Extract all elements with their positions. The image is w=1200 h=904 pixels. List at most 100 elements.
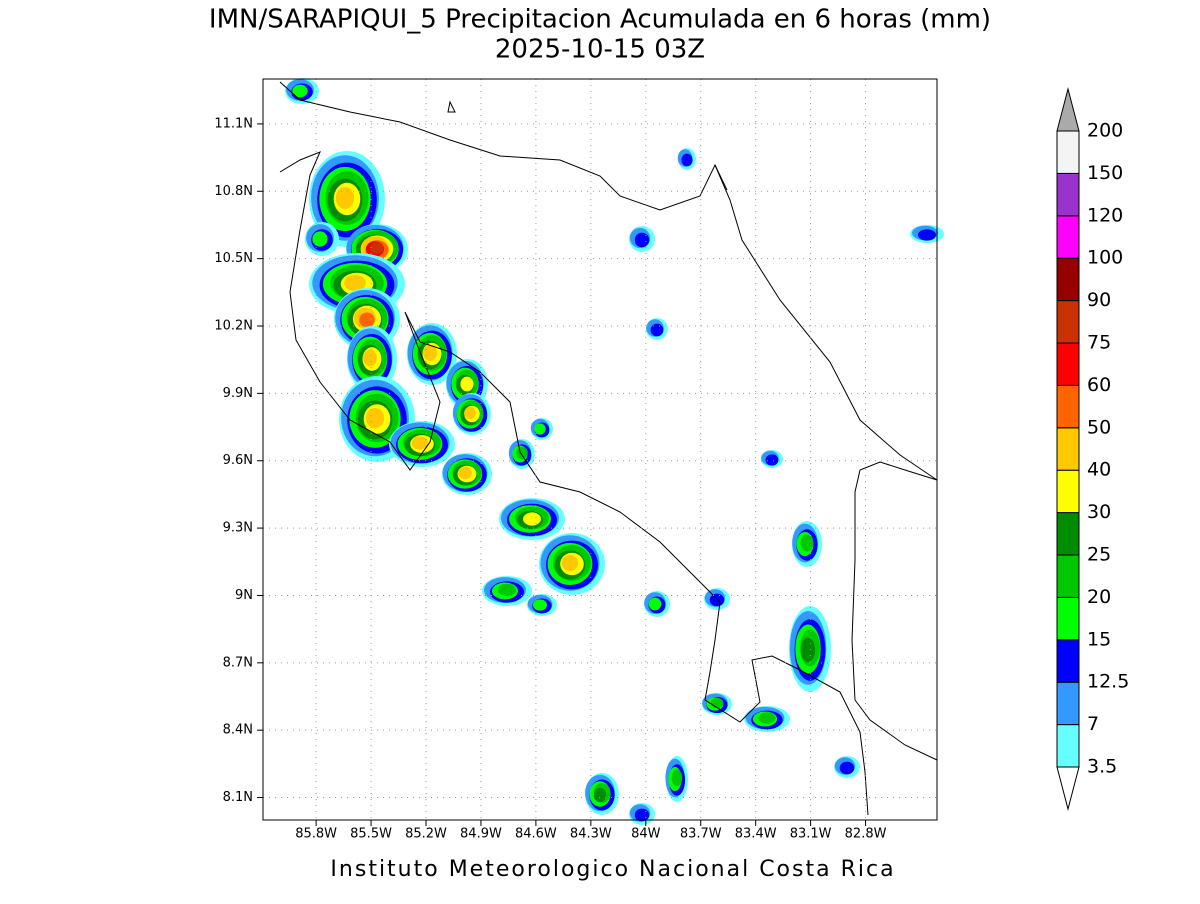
colorbar-segment — [1056, 596, 1080, 641]
rain-contour — [365, 407, 385, 429]
rain-contour — [312, 231, 328, 247]
colorbar-triangle — [1056, 87, 1080, 132]
rain-contour — [292, 84, 308, 98]
y-tick-label: 10.2N — [214, 319, 253, 334]
rain-contour — [765, 454, 779, 466]
coastline — [714, 164, 938, 481]
colorbar-label: 90 — [1087, 289, 1111, 311]
rain-contour — [918, 229, 936, 241]
x-tick-label: 84.9W — [460, 827, 502, 842]
map-frame — [262, 78, 938, 821]
colorbar-label: 3.5 — [1087, 756, 1117, 778]
x-tick-label: 84.3W — [570, 827, 612, 842]
colorbar-label: 40 — [1087, 459, 1111, 481]
x-tick-label: 84W — [631, 827, 661, 842]
y-tick-label: 10.8N — [214, 184, 253, 199]
rain-contour — [650, 323, 664, 337]
colorbar-label: 7 — [1087, 713, 1099, 735]
colorbar-triangle — [1056, 766, 1080, 811]
y-tick-label: 8.7N — [223, 655, 253, 670]
rain-contour — [800, 534, 814, 552]
y-tick-label: 9.9N — [223, 386, 253, 401]
rain-contour — [335, 187, 355, 209]
y-tick-label: 9.3N — [223, 521, 253, 536]
x-tick-label: 85.2W — [405, 827, 447, 842]
title: IMN/SARAPIQUI_5 Precipitacion Acumulada … — [209, 5, 991, 35]
coastline — [279, 81, 728, 211]
colorbar-label: 150 — [1087, 162, 1123, 184]
colorbar-segment — [1056, 681, 1080, 726]
rain-contour — [498, 583, 516, 597]
coastlines — [279, 81, 938, 816]
colorbar-label: 20 — [1087, 586, 1111, 608]
colorbar-segment — [1056, 639, 1080, 683]
rain-contour — [634, 808, 650, 822]
x-tick-label: 83.7W — [680, 827, 722, 842]
colorbar-segment — [1056, 512, 1080, 556]
colorbar-segment — [1056, 342, 1080, 386]
border — [854, 461, 938, 493]
rain-contour — [561, 555, 579, 571]
footer: Instituto Meteorologico Nacional Costa R… — [330, 857, 895, 882]
colorbar-label: 100 — [1087, 247, 1123, 269]
colorbar-label: 75 — [1087, 332, 1111, 354]
x-tick-label: 82.8W — [845, 827, 887, 842]
colorbar-label: 120 — [1087, 204, 1123, 226]
y-tick-label: 9N — [235, 588, 253, 603]
colorbar-label: 15 — [1087, 628, 1111, 650]
border — [851, 492, 938, 761]
rain-contour — [464, 406, 476, 420]
colorbar-segment — [1056, 427, 1080, 471]
y-tick-label: 9.6N — [223, 453, 253, 468]
colorbar-label: 30 — [1087, 501, 1111, 523]
colorbar-label: 200 — [1087, 120, 1123, 142]
rain-contour — [523, 512, 541, 526]
rain-contour — [516, 446, 528, 460]
x-tick-label: 85.5W — [350, 827, 392, 842]
rain-contour — [634, 232, 650, 248]
rain-contour — [839, 761, 855, 775]
rain-contour — [593, 787, 607, 803]
rain-contour — [359, 312, 375, 328]
rain-contour — [363, 349, 377, 367]
rain-contour — [800, 637, 816, 663]
rain-contour — [460, 376, 474, 392]
rain-contour — [533, 599, 547, 611]
rain-contour — [344, 275, 366, 291]
rain-contour — [423, 345, 437, 361]
colorbar-label: 25 — [1087, 544, 1111, 566]
colorbar-segment — [1056, 130, 1080, 174]
precipitation — [285, 78, 944, 825]
rain-contour — [411, 436, 429, 450]
colorbar-label: 12.5 — [1087, 671, 1129, 693]
rain-contour — [709, 593, 725, 607]
rain-contour — [671, 769, 683, 787]
colorbar-segment — [1056, 300, 1080, 344]
y-tick-label: 8.1N — [223, 790, 253, 805]
rain-contour — [648, 597, 662, 611]
colorbar-segment — [1056, 469, 1080, 514]
colorbar-segment — [1056, 215, 1080, 259]
axes: 85.8W 85.5W 85.2W 84.9W 84.6W 84.3W 84W 83.7W 83… — [214, 79, 937, 842]
y-tick-label: 11.1N — [214, 116, 253, 131]
rain-contour — [758, 712, 776, 724]
colorbar-segment — [1056, 554, 1080, 598]
x-tick-label: 83.1W — [790, 827, 832, 842]
colorbar-label: 60 — [1087, 374, 1111, 396]
colorbar-segment — [1056, 257, 1080, 302]
x-tick-label: 85.8W — [295, 827, 337, 842]
colorbar: 3.5 7 12.5 15 20 25 30 40 50 60 75 90 100 120 150 200 — [1056, 87, 1129, 811]
rain-contour — [681, 153, 693, 167]
x-tick-label: 83.4W — [735, 827, 777, 842]
y-tick-label: 10.5N — [214, 251, 253, 266]
rain-contour — [710, 697, 724, 709]
colorbar-segment — [1056, 724, 1080, 768]
island — [447, 100, 456, 113]
rain-contour — [370, 242, 384, 254]
rain-contour — [534, 423, 546, 435]
colorbar-label: 50 — [1087, 416, 1111, 438]
rain-contour — [458, 466, 472, 480]
y-tick-label: 8.4N — [223, 723, 253, 738]
colorbar-segment — [1056, 384, 1080, 429]
